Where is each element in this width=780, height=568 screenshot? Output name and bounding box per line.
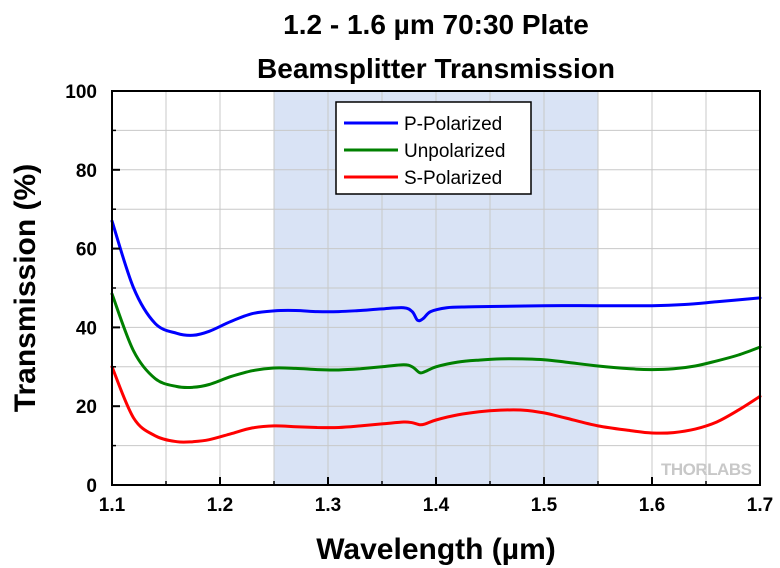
grid-layer (112, 91, 760, 485)
y-tick-label: 100 (65, 82, 97, 103)
chart-title-line-1: 1.2 - 1.6 µm 70:30 Plate (283, 9, 589, 40)
chart-title-line-2: Beamsplitter Transmission (257, 53, 615, 84)
x-tick-label: 1.6 (639, 495, 665, 516)
series-line-p-polarized (110, 219, 762, 337)
thorlabs-logo: THORLABS (661, 460, 752, 479)
x-axis-title: Wavelength (µm) (316, 533, 556, 566)
y-axis-title: Transmission (%) (9, 164, 42, 412)
x-tick-label: 1.3 (315, 495, 341, 516)
legend: P-Polarized Unpolarized S-Polarized (335, 101, 532, 195)
legend-box (335, 101, 532, 195)
y-tick-label: 20 (76, 397, 97, 418)
y-tick-label: 0 (86, 476, 97, 497)
x-tick-label: 1.2 (207, 495, 233, 516)
y-tick-label: 40 (76, 318, 97, 339)
series-layer (110, 219, 762, 444)
legend-label: S-Polarized (404, 168, 502, 189)
x-tick-label: 1.4 (423, 495, 450, 516)
y-tick-label: 80 (76, 161, 97, 182)
legend-label: P-Polarized (404, 114, 502, 135)
legend-label: Unpolarized (404, 141, 505, 162)
x-tick-label: 1.7 (747, 495, 773, 516)
y-tick-label: 60 (76, 240, 97, 261)
x-tick-label: 1.1 (99, 495, 126, 516)
tick-layer: 1.1 1.2 1.3 1.4 1.5 1.6 1.7 0 20 40 60 80 100 (65, 82, 773, 516)
series-line-unpolarized (110, 292, 762, 390)
x-tick-label: 1.5 (531, 495, 558, 516)
series-line-s-polarized (110, 365, 762, 444)
